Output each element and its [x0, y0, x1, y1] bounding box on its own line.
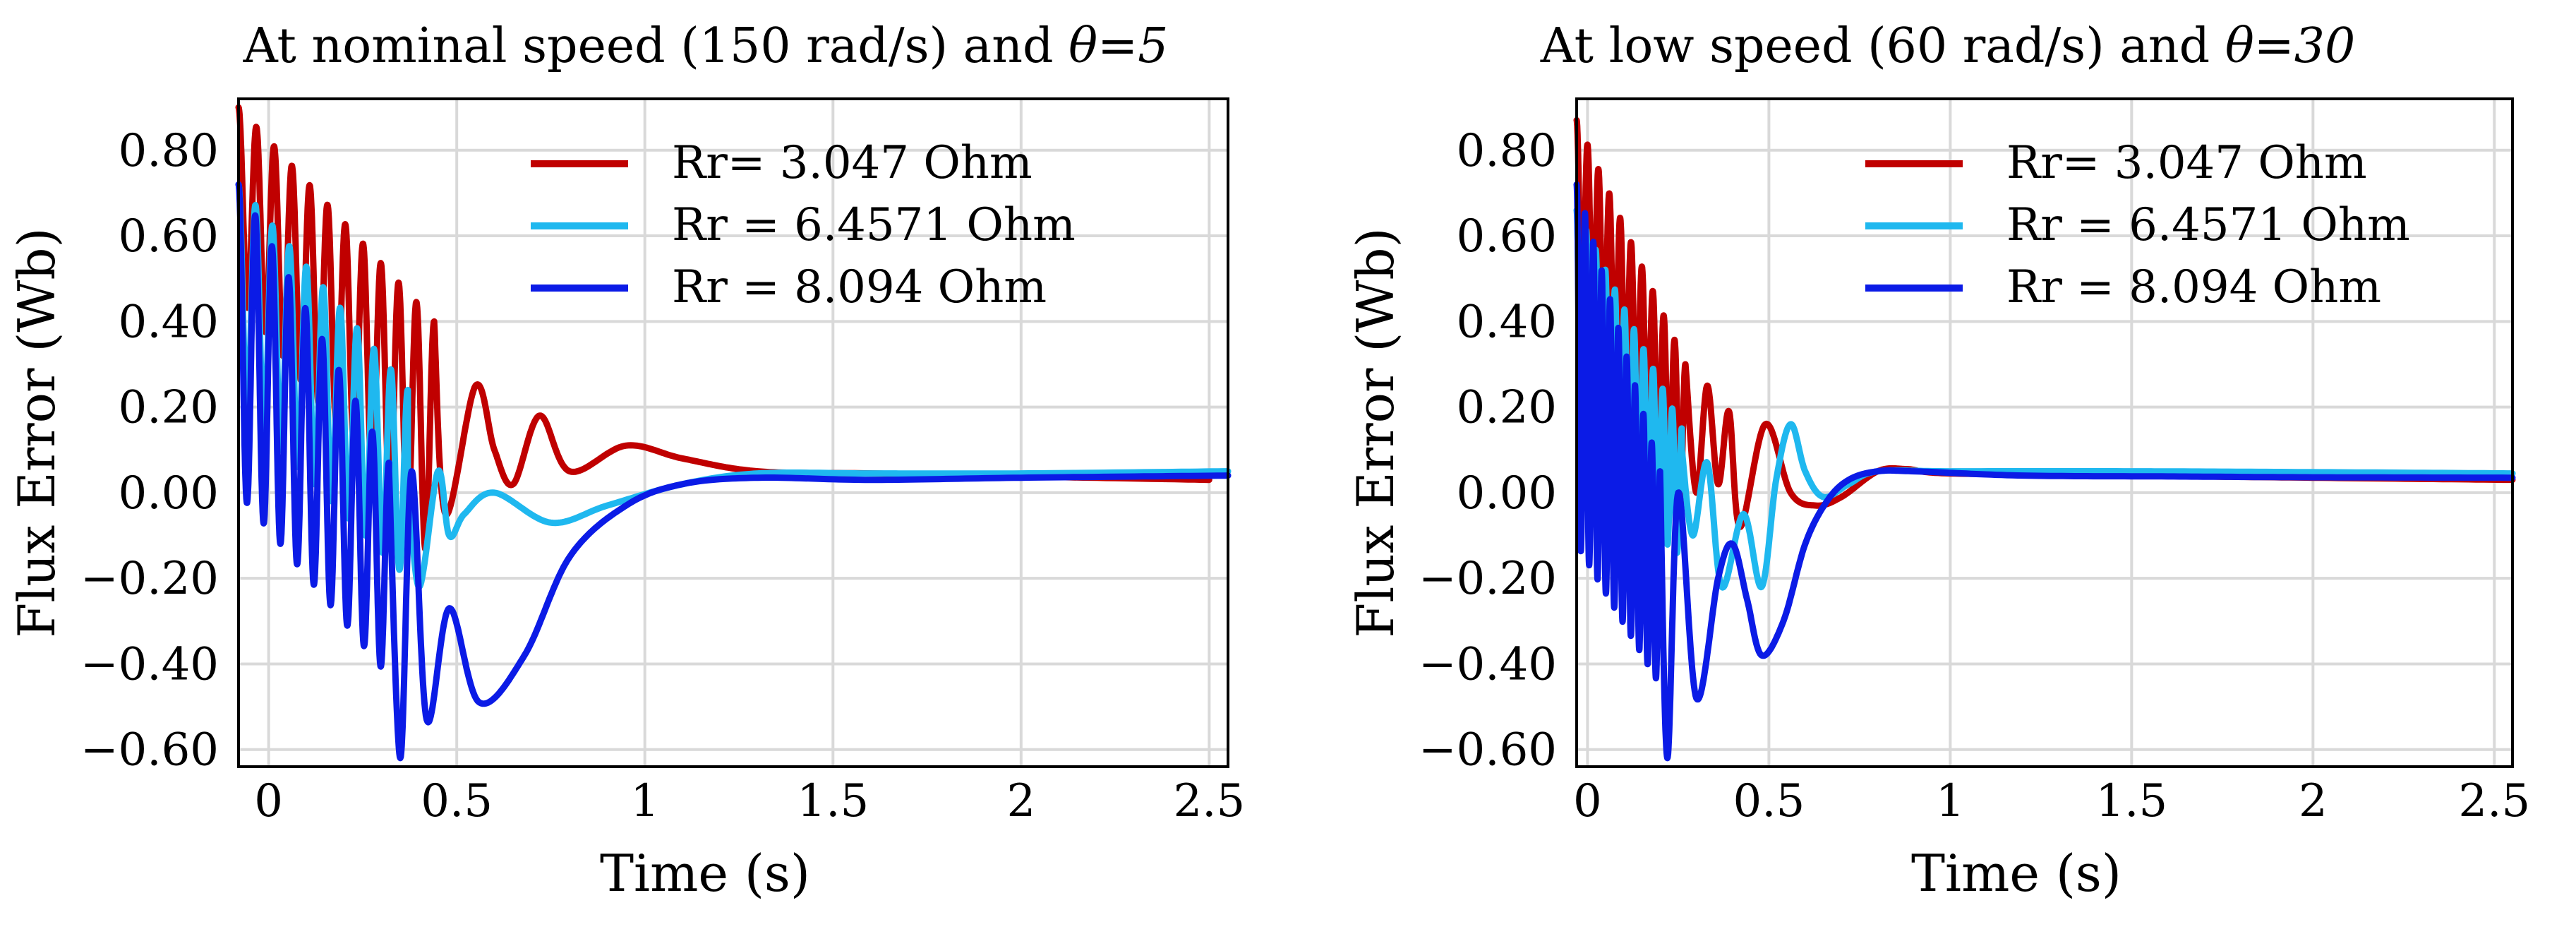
y-tick-label: −0.60 [80, 724, 219, 777]
y-tick-label: 0.20 [119, 382, 219, 434]
x-tick-label: 0 [1573, 775, 1602, 827]
y-tick-label: 0.80 [1457, 125, 1558, 177]
series-lines [1573, 116, 2516, 762]
y-tick-label: 0.80 [119, 125, 219, 177]
legend-label-series-1: Rr= 3.047 Ohm [672, 137, 1033, 189]
y-tick-label: −0.40 [1419, 638, 1557, 690]
legend-label-series-2: Rr = 6.4571 Ohm [672, 199, 1076, 251]
x-tick-label: 0.5 [1733, 775, 1805, 827]
legend: Rr= 3.047 Ohm Rr = 6.4571 Ohm Rr = 8.094… [1865, 137, 2410, 313]
x-tick-label: 2.5 [1173, 775, 1245, 827]
x-tick-label: 1 [1936, 775, 1965, 827]
x-tick-label: 2 [2299, 775, 2328, 827]
chart-title: At nominal speed (150 rad/s) and θ=5 [243, 18, 1169, 74]
plot-frame [1575, 97, 2514, 768]
x-tick-label: 2 [1006, 775, 1035, 827]
x-tick-labels: 0 0.5 1 1.5 2 2.5 [1573, 775, 2530, 827]
y-tick-label: 0.20 [1457, 382, 1558, 434]
chart-right: At low speed (60 rad/s) and θ=30 0.80 0.6… [1346, 18, 2530, 903]
series-line-3 [1573, 181, 2516, 762]
y-tick-label: 0.00 [1457, 467, 1558, 520]
series-lines [235, 104, 1232, 762]
y-tick-label: −0.20 [80, 553, 219, 605]
legend-label-series-3: Rr = 8.094 Ohm [2006, 261, 2381, 313]
x-tick-labels: 0 0.5 1 1.5 2 2.5 [254, 775, 1245, 827]
series-line-3 [235, 181, 1232, 762]
y-axis-label: Flux Error (Wb) [7, 227, 66, 637]
y-tick-labels: 0.80 0.60 0.40 0.20 0.00 −0.20 −0.40 −0.60 [1419, 125, 1557, 777]
plot-frame [237, 97, 1229, 768]
y-tick-label: 0.40 [1457, 296, 1558, 348]
y-tick-label: −0.20 [1419, 553, 1557, 605]
y-tick-labels: 0.80 0.60 0.40 0.20 0.00 −0.20 −0.40 −0.60 [80, 125, 219, 777]
y-tick-label: −0.40 [80, 638, 219, 690]
legend-label-series-3: Rr = 8.094 Ohm [672, 261, 1047, 313]
legend: Rr= 3.047 Ohm Rr = 6.4571 Ohm Rr = 8.094… [531, 137, 1076, 313]
y-tick-label: 0.40 [119, 296, 219, 348]
x-tick-label: 1 [630, 775, 659, 827]
x-tick-label: 1.5 [2095, 775, 2167, 827]
y-tick-label: −0.60 [1419, 724, 1557, 777]
x-tick-label: 1.5 [797, 775, 869, 827]
y-tick-label: 0.00 [119, 467, 219, 520]
legend-label-series-1: Rr= 3.047 Ohm [2006, 137, 2367, 189]
x-tick-label: 0.5 [421, 775, 493, 827]
x-tick-label: 2.5 [2458, 775, 2530, 827]
x-tick-label: 0 [254, 775, 283, 827]
x-axis-label: Time (s) [600, 844, 810, 903]
y-tick-label: 0.60 [1457, 210, 1558, 263]
chart-left: At nominal speed (150 rad/s) and θ=5 0.8… [7, 18, 1245, 903]
y-tick-label: 0.60 [119, 210, 219, 263]
x-axis-label: Time (s) [1911, 844, 2121, 903]
legend-label-series-2: Rr = 6.4571 Ohm [2006, 199, 2410, 251]
series-line-2 [235, 181, 1232, 590]
y-axis-label: Flux Error (Wb) [1346, 227, 1405, 637]
chart-title: At low speed (60 rad/s) and θ=30 [1540, 18, 2356, 74]
